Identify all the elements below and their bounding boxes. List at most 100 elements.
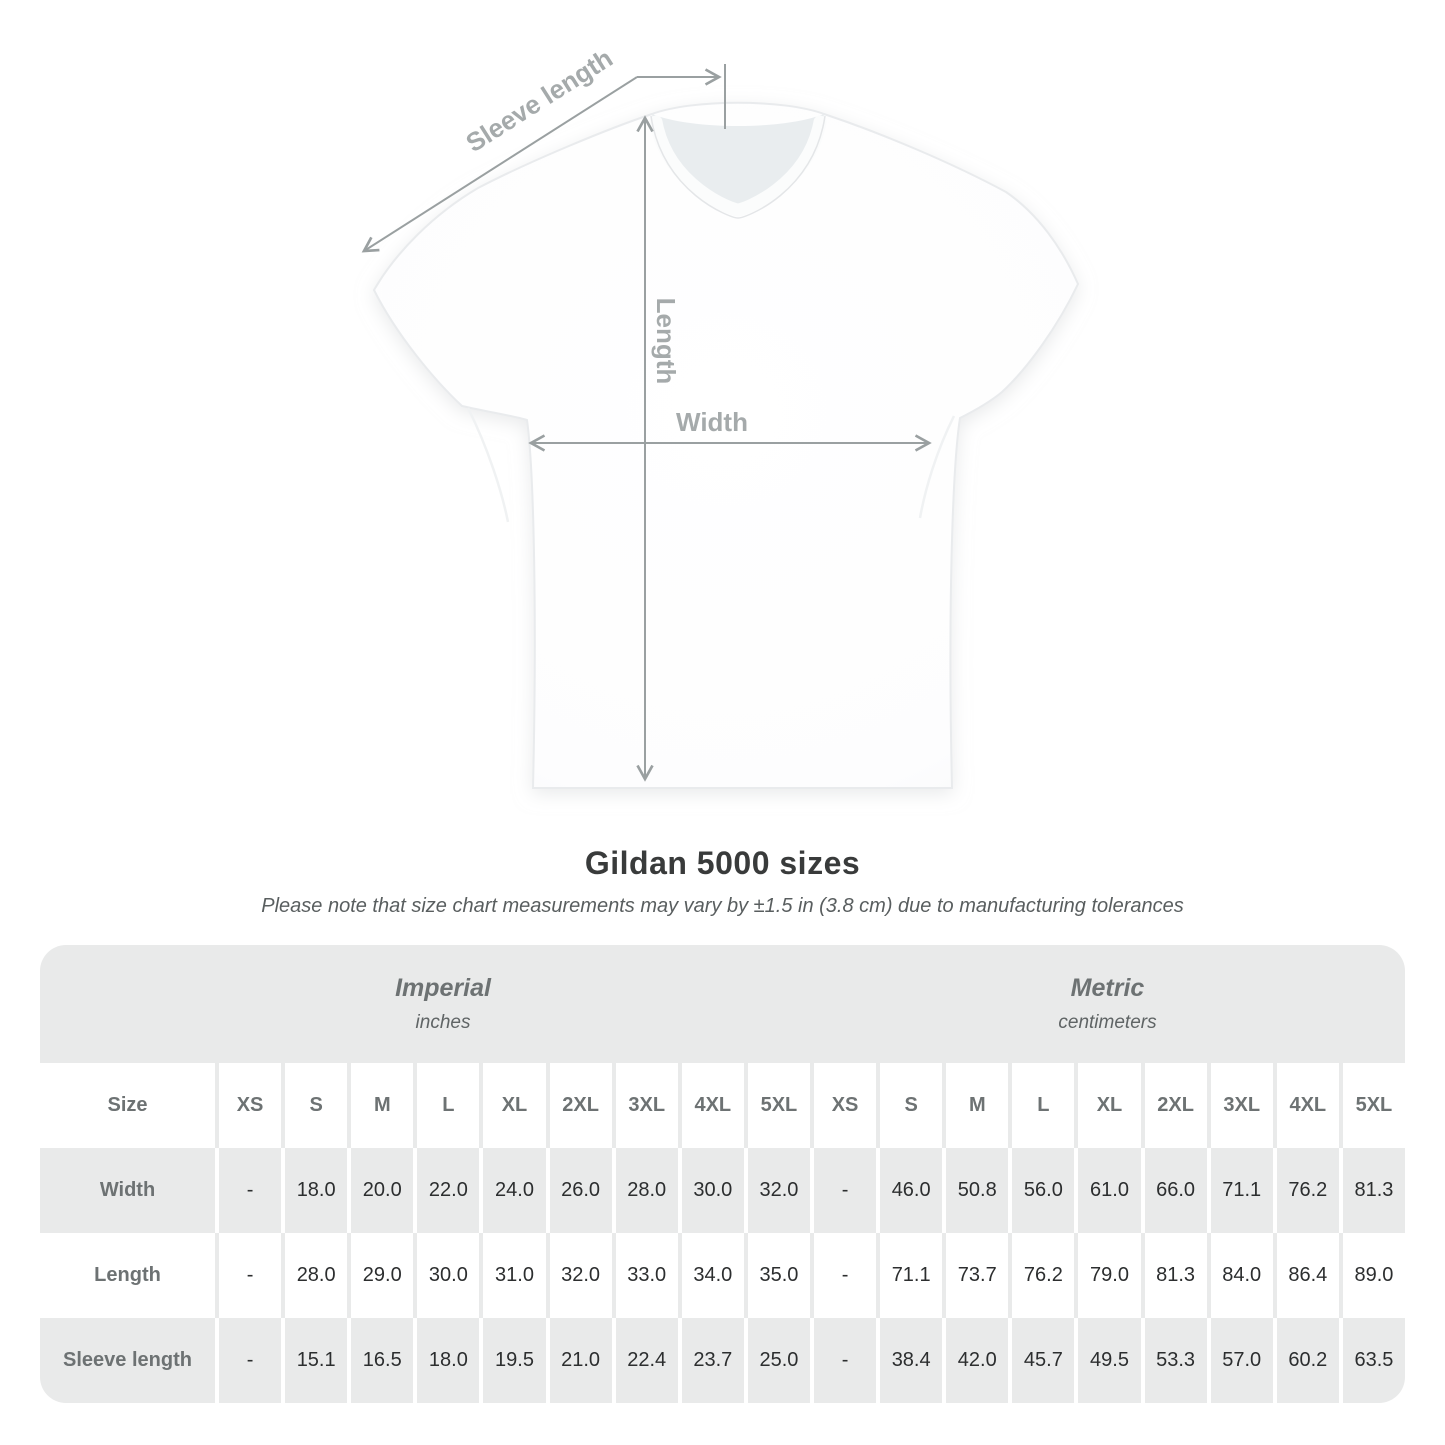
table-cell: 84.0 [1210, 1233, 1273, 1318]
table-cell: 30.0 [681, 1148, 744, 1233]
table-cell: 22.4 [615, 1318, 678, 1403]
metric-label: Metric [1070, 974, 1145, 1002]
table-cell: 66.0 [1144, 1148, 1207, 1233]
size-header-imperial-s: S [285, 1063, 348, 1148]
tshirt-graphic: Sleeve length Length Width [361, 43, 1080, 789]
table-cell: 60.2 [1276, 1318, 1339, 1403]
table-cell: 25.0 [747, 1318, 810, 1403]
size-header-metric-l: L [1012, 1063, 1075, 1148]
table-cell: 33.0 [615, 1233, 678, 1318]
table-cell: 49.5 [1078, 1318, 1141, 1403]
wrinkle-left [466, 407, 510, 523]
table-cell: 16.5 [351, 1318, 414, 1403]
table-cell: 24.0 [483, 1148, 546, 1233]
table-cell: 23.7 [681, 1318, 744, 1403]
table-cell: 34.0 [681, 1233, 744, 1318]
table-row-width: Width - 18.0 20.0 22.0 24.0 26.0 28.0 30… [40, 1148, 1405, 1233]
collar-band [649, 115, 827, 217]
table-cell: 28.0 [285, 1233, 348, 1318]
table-cell: 45.7 [1012, 1318, 1075, 1403]
table-cell: 53.3 [1144, 1318, 1207, 1403]
size-header-imperial-xl: XL [483, 1063, 546, 1148]
table-cell: 19.5 [483, 1318, 546, 1403]
unit-group-metric: Metric centimeters [810, 945, 1405, 1063]
size-header-metric-m: M [946, 1063, 1009, 1148]
size-header-row: Size XS S M L XL 2XL 3XL 4XL 5XL XS S M … [40, 1063, 1405, 1148]
table-cell: 56.0 [1012, 1148, 1075, 1233]
table-cell: 86.4 [1276, 1233, 1339, 1318]
unit-header-band: Imperial inches Metric centimeters [40, 945, 1405, 1063]
table-cell: - [813, 1148, 877, 1233]
table-cell: 42.0 [946, 1318, 1009, 1403]
table-cell: 46.0 [880, 1148, 943, 1233]
table-cell: 32.0 [549, 1233, 612, 1318]
size-header-metric-2xl: 2XL [1144, 1063, 1207, 1148]
size-table: Imperial inches Metric centimeters Size … [40, 945, 1405, 1403]
tshirt-measurement-figure: Sleeve length Length Width [361, 43, 1080, 789]
table-cell: 38.4 [880, 1318, 943, 1403]
wrinkle-right [918, 415, 956, 519]
table-cell: 29.0 [351, 1233, 414, 1318]
table-cell: - [219, 1148, 282, 1233]
table-cell: 20.0 [351, 1148, 414, 1233]
table-cell: 76.2 [1012, 1233, 1075, 1318]
page-title: Gildan 5000 sizes [584, 845, 861, 881]
collar-seam [650, 115, 826, 219]
table-cell: 32.0 [747, 1148, 810, 1233]
tolerance-note: Please note that size chart measurements… [261, 895, 1184, 917]
table-cell: 15.1 [285, 1318, 348, 1403]
size-header-imperial-5xl: 5XL [747, 1063, 810, 1148]
table-cell: - [813, 1233, 877, 1318]
metric-unit: centimeters [1058, 1012, 1157, 1033]
imperial-label: Imperial [395, 974, 491, 1002]
table-cell: - [813, 1318, 877, 1403]
table-cell: 89.0 [1342, 1233, 1405, 1318]
table-cell: 18.0 [417, 1318, 480, 1403]
row-label-length: Length [40, 1233, 215, 1318]
size-header-metric-xl: XL [1078, 1063, 1141, 1148]
table-cell: 63.5 [1342, 1318, 1405, 1403]
size-header-metric-5xl: 5XL [1342, 1063, 1405, 1148]
size-header-imperial-xs: XS [219, 1063, 282, 1148]
table-cell: 28.0 [615, 1148, 678, 1233]
size-header-metric-3xl: 3XL [1210, 1063, 1273, 1148]
table-cell: 81.3 [1342, 1148, 1405, 1233]
size-header-metric-xs: XS [813, 1063, 877, 1148]
table-cell: 61.0 [1078, 1148, 1141, 1233]
size-header-imperial-4xl: 4XL [681, 1063, 744, 1148]
table-cell: 35.0 [747, 1233, 810, 1318]
size-column-header: Size [40, 1063, 215, 1148]
table-cell: 71.1 [1210, 1148, 1273, 1233]
table-cell: 18.0 [285, 1148, 348, 1233]
size-header-imperial-3xl: 3XL [615, 1063, 678, 1148]
table-cell: 79.0 [1078, 1233, 1141, 1318]
row-label-sleeve-length: Sleeve length [40, 1318, 215, 1403]
unit-group-imperial: Imperial inches [40, 945, 810, 1063]
table-row-sleeve-length: Sleeve length - 15.1 16.5 18.0 19.5 21.0… [40, 1318, 1405, 1403]
table-cell: 76.2 [1276, 1148, 1339, 1233]
table-cell: - [219, 1233, 282, 1318]
size-header-metric-s: S [880, 1063, 943, 1148]
table-cell: - [219, 1318, 282, 1403]
size-header-metric-4xl: 4XL [1276, 1063, 1339, 1148]
table-cell: 50.8 [946, 1148, 1009, 1233]
length-label: Length [651, 298, 681, 385]
size-header-imperial-m: M [351, 1063, 414, 1148]
table-cell: 73.7 [946, 1233, 1009, 1318]
table-cell: 31.0 [483, 1233, 546, 1318]
table-cell: 26.0 [549, 1148, 612, 1233]
row-label-width: Width [40, 1148, 215, 1233]
table-cell: 57.0 [1210, 1318, 1273, 1403]
table-row-length: Length - 28.0 29.0 30.0 31.0 32.0 33.0 3… [40, 1233, 1405, 1318]
size-header-imperial-2xl: 2XL [549, 1063, 612, 1148]
size-header-imperial-l: L [417, 1063, 480, 1148]
table-cell: 30.0 [417, 1233, 480, 1318]
imperial-unit: inches [415, 1012, 471, 1033]
table-cell: 21.0 [549, 1318, 612, 1403]
table-cell: 81.3 [1144, 1233, 1207, 1318]
table-cell: 22.0 [417, 1148, 480, 1233]
table-cell: 71.1 [880, 1233, 943, 1318]
width-label: Width [676, 407, 748, 437]
sleeve-length-arrow-diagonal [361, 76, 638, 253]
